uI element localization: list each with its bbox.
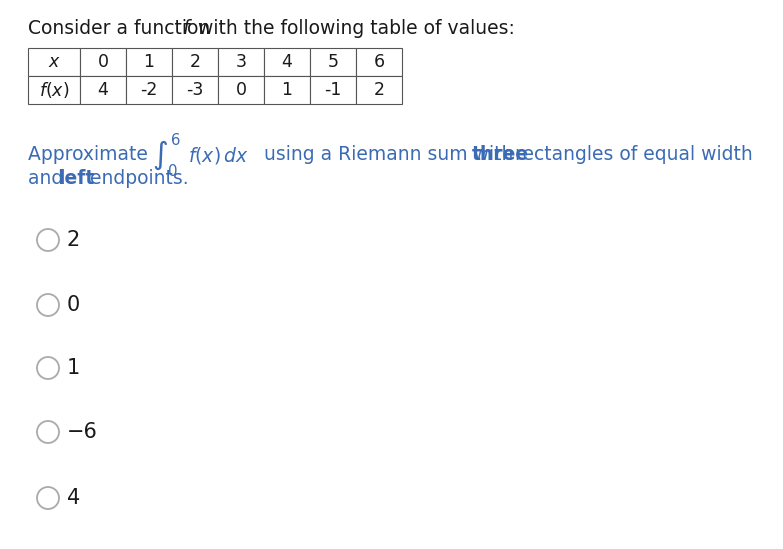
Bar bbox=[310, 48, 356, 76]
Text: x: x bbox=[49, 53, 60, 71]
Bar bbox=[28, 48, 80, 76]
Bar bbox=[218, 76, 264, 104]
Text: 0: 0 bbox=[98, 53, 109, 71]
Bar bbox=[356, 76, 402, 104]
Text: 1: 1 bbox=[67, 358, 80, 378]
Bar bbox=[126, 48, 172, 76]
Text: left: left bbox=[58, 169, 94, 188]
Text: 4: 4 bbox=[67, 488, 80, 508]
Bar bbox=[80, 76, 126, 104]
Bar bbox=[172, 48, 218, 76]
Bar bbox=[264, 48, 310, 76]
Text: 2: 2 bbox=[373, 81, 384, 99]
Text: -2: -2 bbox=[140, 81, 157, 99]
Text: 0: 0 bbox=[236, 81, 247, 99]
Bar bbox=[80, 48, 126, 76]
Bar bbox=[356, 48, 402, 76]
Text: using a Riemann sum with: using a Riemann sum with bbox=[258, 145, 519, 165]
Text: 2: 2 bbox=[67, 230, 80, 250]
Bar bbox=[126, 76, 172, 104]
Text: -3: -3 bbox=[186, 81, 204, 99]
Text: rectangles of equal width: rectangles of equal width bbox=[509, 145, 752, 165]
Bar bbox=[310, 76, 356, 104]
Text: 4: 4 bbox=[282, 53, 292, 71]
Text: Consider a function: Consider a function bbox=[28, 19, 216, 37]
Text: 3: 3 bbox=[236, 53, 247, 71]
Text: $\int_0^6$: $\int_0^6$ bbox=[152, 131, 182, 179]
Text: 2: 2 bbox=[189, 53, 200, 71]
Bar bbox=[218, 48, 264, 76]
Bar bbox=[28, 76, 80, 104]
Text: f: f bbox=[183, 19, 189, 37]
Text: $f(x)$: $f(x)$ bbox=[39, 80, 69, 100]
Bar bbox=[264, 76, 310, 104]
Text: 5: 5 bbox=[327, 53, 338, 71]
Text: −6: −6 bbox=[67, 422, 98, 442]
Text: 4: 4 bbox=[98, 81, 108, 99]
Text: endpoints.: endpoints. bbox=[84, 169, 189, 188]
Text: 1: 1 bbox=[143, 53, 154, 71]
Text: three: three bbox=[472, 145, 529, 165]
Text: and: and bbox=[28, 169, 69, 188]
Text: Approximate: Approximate bbox=[28, 145, 154, 165]
Text: 6: 6 bbox=[373, 53, 384, 71]
Text: $f(x)\,dx$: $f(x)\,dx$ bbox=[188, 144, 248, 165]
Bar bbox=[172, 76, 218, 104]
Text: 1: 1 bbox=[282, 81, 293, 99]
Text: -1: -1 bbox=[324, 81, 341, 99]
Text: 0: 0 bbox=[67, 295, 80, 315]
Text: with the following table of values:: with the following table of values: bbox=[192, 19, 515, 37]
